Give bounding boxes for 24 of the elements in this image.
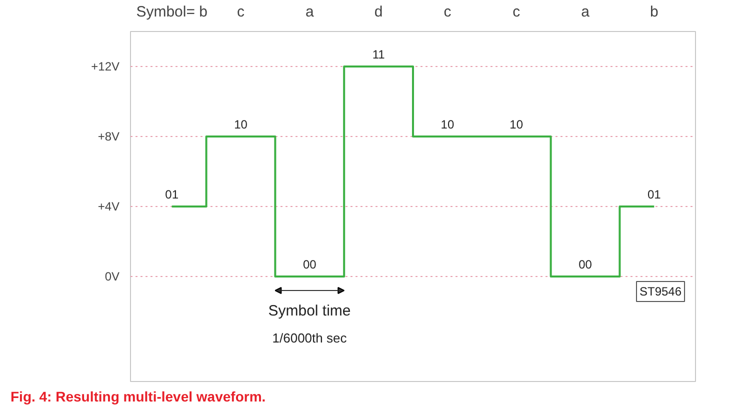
y-tick-label: +12V <box>91 60 120 74</box>
x-tick-label: d <box>374 4 383 20</box>
annotation: 1/6000th sec <box>272 330 348 346</box>
y-tick-label: 0V <box>104 270 120 284</box>
x-tick-label: c <box>444 4 452 20</box>
x-tick-label: b <box>650 4 658 20</box>
y-tick-label: +4V <box>98 200 120 214</box>
annotation: 00 <box>302 258 317 272</box>
annotation: ST9546 <box>640 284 682 298</box>
annotation: Symbol time <box>268 302 351 320</box>
annotation: 10 <box>510 118 524 132</box>
annotation: 01 <box>647 188 662 202</box>
x-tick-label: Symbol= b <box>136 4 208 20</box>
text: Fig. 4: Resulting multi-level waveform. <box>10 388 266 404</box>
x-tick-label: c <box>512 4 521 20</box>
x-tick-label: a <box>581 4 590 20</box>
x-tick-label: c <box>236 4 245 20</box>
annotation: 00 <box>578 258 592 272</box>
annotation: 01 <box>165 188 179 202</box>
annotation: 10 <box>234 118 248 132</box>
y-tick-label: +8V <box>98 130 120 144</box>
annotation: 11 <box>372 48 386 62</box>
x-tick-label: a <box>305 4 314 20</box>
annotation: 10 <box>440 118 454 132</box>
